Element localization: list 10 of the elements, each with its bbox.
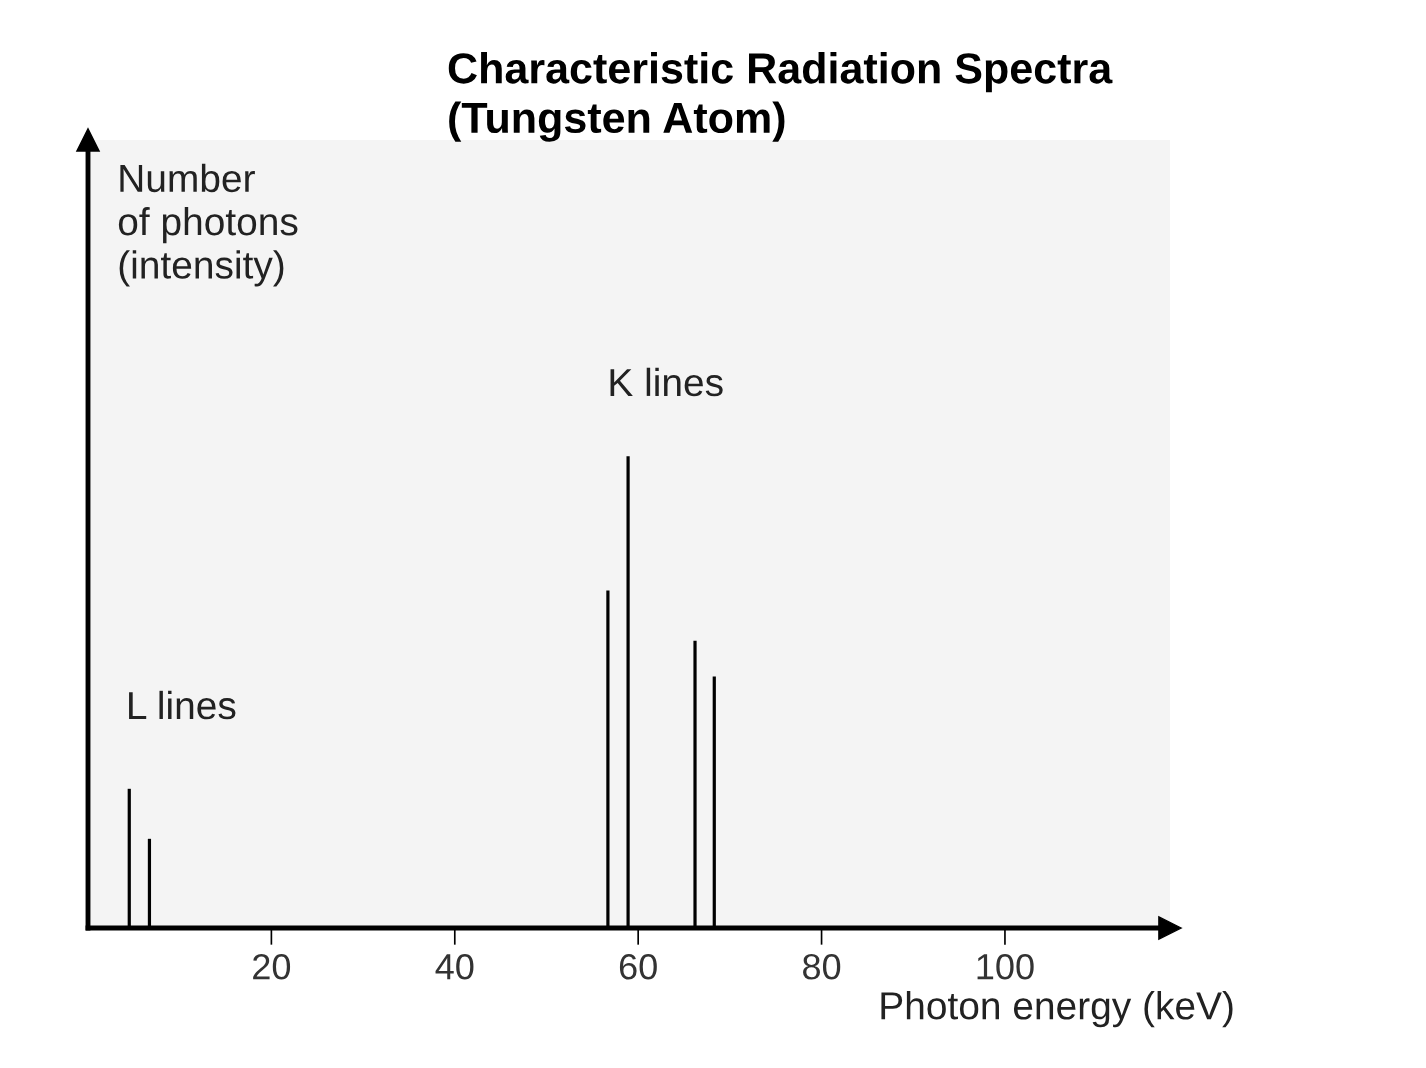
annotation: L lines [129,690,236,720]
y-axis-title: Number of photons (intensity) [118,163,298,287]
text: K lines [610,367,723,397]
x-tick-label: 100 [977,953,1034,980]
x-tick-label: 40 [435,953,474,980]
x-tick-label: 20 [253,953,291,980]
chart-title: Characteristic Radiation Spectra (Tungsten Atom) [448,52,1113,142]
x-tick-label: 80 [803,953,841,980]
x-tick-label: 60 [619,953,657,980]
x-axis-title: Photon energy (keV) [881,991,1233,1028]
